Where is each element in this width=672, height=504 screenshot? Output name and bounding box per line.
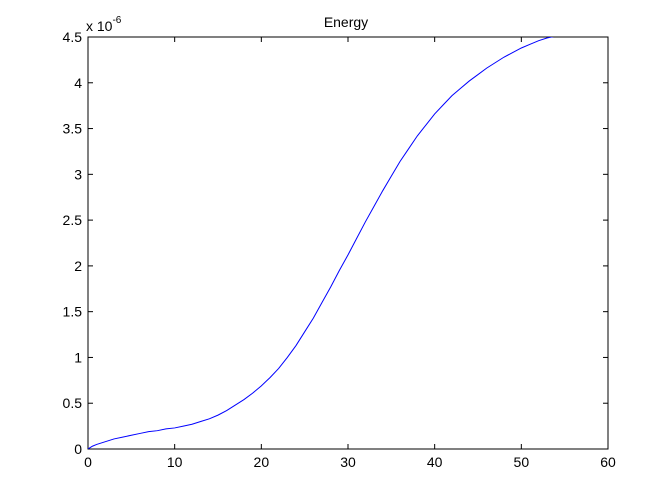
y-tick-label: 1.5 xyxy=(63,304,83,320)
y-exponent-power: -6 xyxy=(112,15,121,26)
y-tick-label: 3 xyxy=(74,166,82,182)
x-tick-label: 30 xyxy=(340,454,356,470)
x-tick-label: 60 xyxy=(600,454,616,470)
chart-title: Energy xyxy=(324,14,368,30)
y-exponent-base: x 10 xyxy=(86,18,113,34)
y-tick-label: 1 xyxy=(74,349,82,365)
y-tick-label: 2.5 xyxy=(63,212,83,228)
y-tick-label: 4.5 xyxy=(63,29,83,45)
x-tick-label: 0 xyxy=(84,454,92,470)
plot-layer: 0 10 20 30 40 50 60 0 0.5 1 1.5 2 2.5 3 3.5 4 4.5 xyxy=(63,29,616,470)
y-tick-label: 2 xyxy=(74,258,82,274)
x-tick-label: 40 xyxy=(427,454,443,470)
x-tick-label: 20 xyxy=(254,454,270,470)
plot-frame xyxy=(87,36,609,450)
energy-series-line xyxy=(88,37,555,449)
y-exponent-label: x 10-6 xyxy=(86,15,122,34)
y-tick-label: 0 xyxy=(74,441,82,457)
x-tick-label: 50 xyxy=(514,454,530,470)
y-tick-label: 3.5 xyxy=(63,121,83,137)
y-tick-label: 0.5 xyxy=(63,395,83,411)
y-tick-label: 4 xyxy=(74,75,82,91)
x-tick-label: 10 xyxy=(167,454,183,470)
